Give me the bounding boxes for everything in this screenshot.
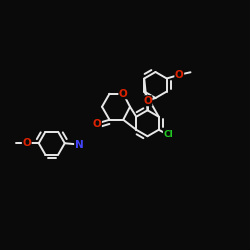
Text: Cl: Cl (164, 130, 173, 139)
Text: O: O (92, 118, 102, 128)
Text: O: O (175, 70, 184, 80)
Text: N: N (74, 140, 84, 149)
Text: O: O (143, 96, 152, 106)
Text: O: O (22, 138, 31, 148)
Text: O: O (119, 89, 128, 99)
